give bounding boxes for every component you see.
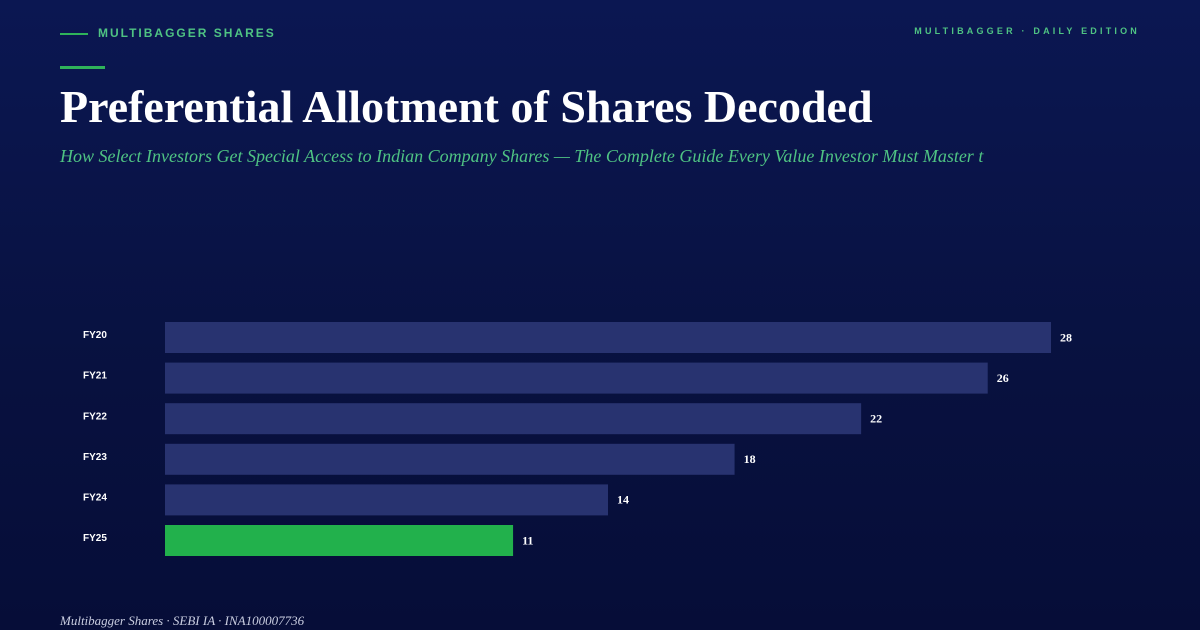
brand-rule [60,33,88,35]
category-label: FY24 [83,493,107,504]
value-label: 26 [997,371,1009,385]
value-label: 11 [522,533,533,547]
bar [165,322,1051,353]
bar [165,443,735,475]
bar [165,403,862,435]
category-label: FY22 [83,411,107,422]
bar [165,484,608,516]
category-label: FY25 [83,533,107,544]
edition: MULTIBAGGER · DAILY EDITION [914,26,1140,36]
chart: FY20 28 FY21 26 FY22 22 FY23 18 FY24 14 FY25 11 [83,322,1072,556]
bar [165,362,988,394]
value-label: 18 [744,452,756,466]
brand: MULTIBAGGER SHARES [98,26,276,40]
title: Preferential Allotment of Shares Decoded [60,81,873,132]
category-label: FY20 [83,330,107,341]
value-label: 14 [617,493,629,507]
category-label: FY23 [83,452,107,463]
category-label: FY21 [83,371,107,382]
accent-rule [60,66,105,69]
bar [165,525,514,556]
footer: Multibagger Shares · SEBI IA · INA100007… [60,613,305,628]
value-label: 22 [870,411,882,425]
subtitle: How Select Investors Get Special Access … [60,146,984,166]
value-label: 28 [1060,330,1072,344]
